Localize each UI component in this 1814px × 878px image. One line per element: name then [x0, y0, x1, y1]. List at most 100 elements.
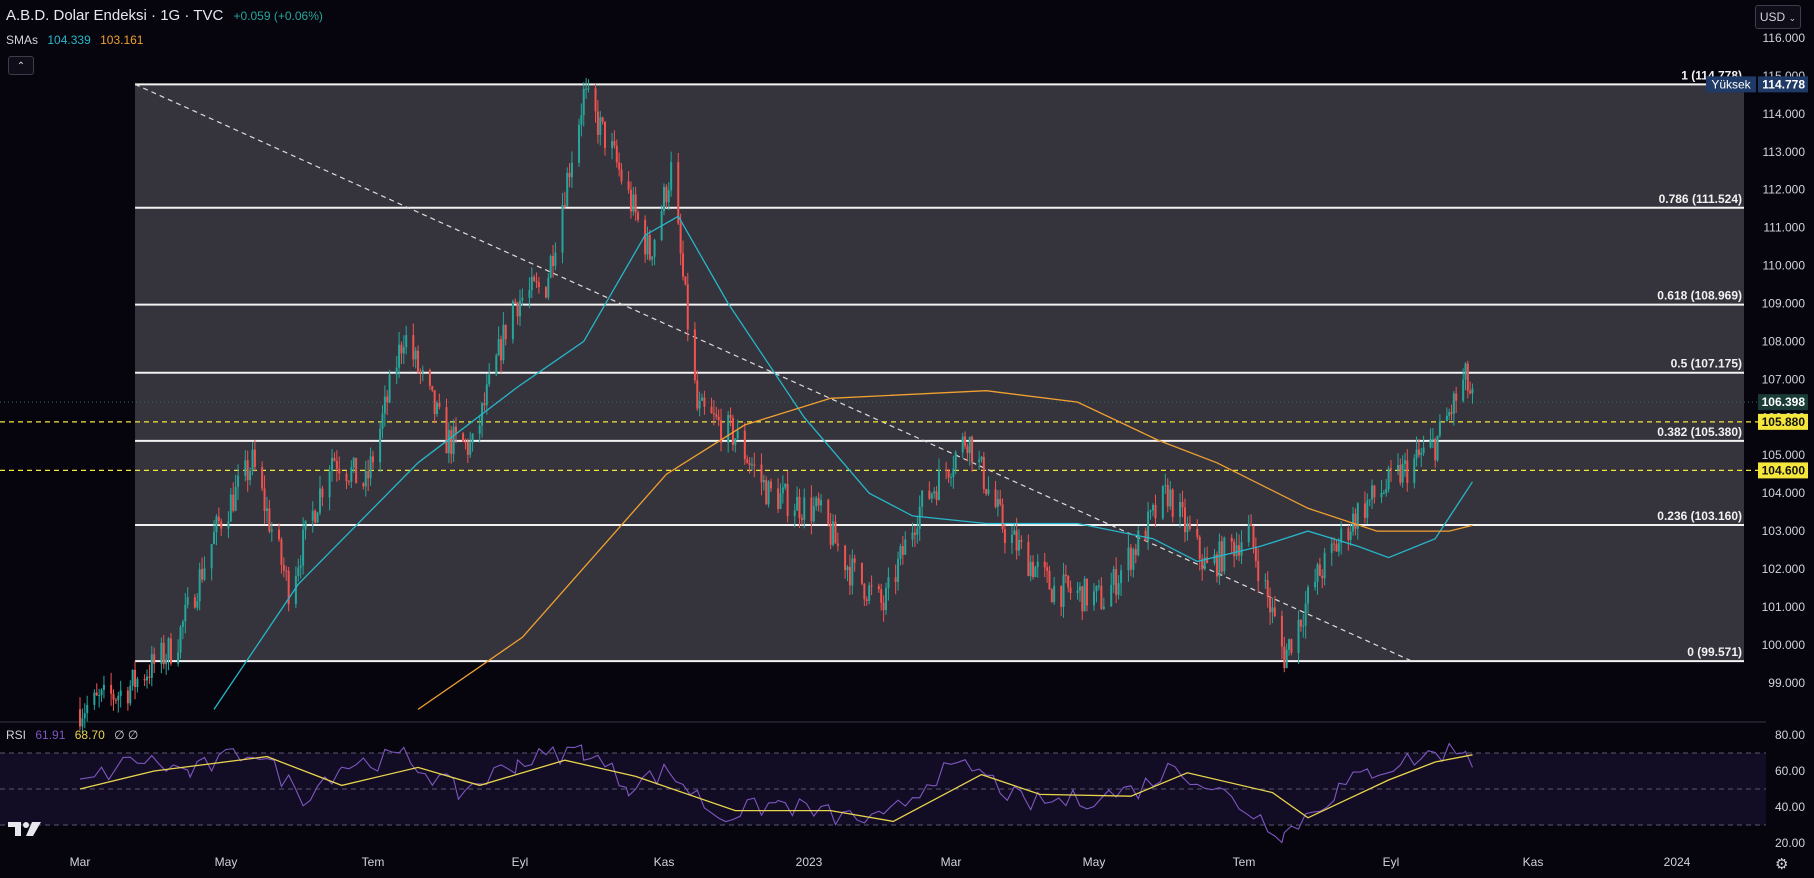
tradingview-logo[interactable] — [8, 820, 42, 836]
candle-body — [533, 276, 536, 281]
rsi-y-tick-label: 40.00 — [1775, 800, 1805, 814]
sma-label[interactable]: SMAs — [6, 33, 39, 47]
candle-body — [1161, 485, 1164, 519]
candle-body — [644, 219, 647, 255]
candle-body — [1422, 447, 1425, 454]
candle-body — [1285, 649, 1288, 668]
candle-body — [1382, 492, 1385, 494]
candle-body — [911, 532, 914, 540]
candle-body — [153, 654, 156, 664]
candle-body — [136, 679, 139, 688]
candle-body — [868, 585, 871, 601]
candle-body — [364, 471, 367, 487]
candle-body — [618, 162, 621, 170]
rsi-legend: RSI 61.91 68.70 ∅ ∅ — [6, 728, 144, 742]
candle-body — [615, 145, 618, 163]
candle-body — [1366, 500, 1369, 518]
currency-button[interactable]: USD ⌄ — [1755, 5, 1801, 29]
candle-body — [146, 676, 149, 681]
candle-body — [563, 204, 566, 207]
candle-body — [347, 481, 350, 483]
rsi-label[interactable]: RSI — [6, 728, 27, 742]
candle-body — [1120, 570, 1123, 584]
candle-body — [227, 521, 230, 529]
candle-body — [1354, 513, 1357, 529]
candle-body — [220, 521, 223, 529]
candle-body — [1280, 616, 1283, 647]
candle-body — [1179, 501, 1182, 517]
candle-body — [1254, 547, 1257, 562]
candle-body — [933, 491, 936, 494]
candle-body — [870, 585, 873, 587]
candle-body — [388, 374, 391, 403]
candle-body — [561, 204, 564, 253]
candle-body — [419, 371, 422, 373]
candle-body — [1015, 530, 1018, 551]
candle-body — [894, 577, 897, 583]
candle-body — [978, 459, 981, 463]
candle-body — [485, 384, 488, 406]
candle-body — [994, 489, 997, 507]
candle-body — [570, 162, 573, 178]
settings-icon[interactable]: ⚙ — [1775, 856, 1789, 873]
candle-body — [1438, 421, 1441, 436]
candle-body — [928, 490, 931, 499]
candle-body — [1413, 458, 1416, 483]
y-tick-label: 105.000 — [1762, 448, 1806, 462]
candle-body — [321, 488, 324, 498]
candle-body — [1333, 543, 1336, 545]
candle-body — [1115, 569, 1118, 595]
candle-body — [134, 669, 137, 688]
candle-body — [285, 570, 288, 572]
candle-body — [720, 420, 723, 443]
candle-body — [815, 497, 818, 507]
candle-body — [684, 276, 687, 285]
candle-body — [1085, 578, 1088, 606]
candle-body — [217, 516, 220, 522]
candle-body — [1434, 439, 1437, 461]
candle-body — [362, 483, 365, 487]
candle-body — [184, 604, 187, 622]
candle-body — [302, 529, 305, 566]
candle-body — [447, 430, 450, 454]
candle-body — [743, 430, 746, 460]
price-tag-label: 106.398 — [1762, 395, 1806, 409]
candle-body — [880, 589, 883, 603]
rsi-ma-line — [79, 754, 1473, 823]
candle-body — [1390, 468, 1392, 470]
candle-body — [646, 235, 649, 255]
chart-title[interactable]: A.B.D. Dolar Endeksi · 1G · TVC — [6, 7, 224, 24]
candle-body — [1196, 528, 1199, 538]
candle-body — [800, 518, 803, 520]
candle-body — [1464, 363, 1467, 380]
candle-body — [338, 468, 341, 474]
candle-body — [916, 528, 919, 535]
candle-body — [162, 642, 165, 665]
candle-body — [1401, 463, 1404, 483]
candle-body — [345, 473, 348, 482]
candle-body — [717, 416, 720, 421]
candle-body — [1455, 393, 1458, 401]
collapse-legend-button[interactable]: ⌃ — [8, 56, 34, 75]
candle-body — [1335, 544, 1338, 552]
candle-body — [454, 426, 457, 434]
candle-body — [433, 390, 436, 415]
candle-body — [452, 426, 455, 455]
candle-body — [677, 162, 680, 224]
candle-body — [177, 652, 180, 664]
candle-body — [1081, 586, 1084, 612]
candle-body — [1050, 589, 1053, 603]
candle-body — [1215, 554, 1218, 577]
candle-body — [996, 499, 999, 507]
candle-body — [333, 457, 336, 461]
candle-body — [1062, 574, 1065, 607]
candle-body — [1318, 564, 1321, 576]
rsi-ma-value: 68.70 — [74, 728, 105, 742]
candle-body — [1001, 504, 1004, 530]
candle-body — [1203, 557, 1206, 570]
candle-body — [829, 524, 832, 545]
candle-body — [784, 483, 787, 488]
candle-body — [1134, 549, 1137, 556]
fib-level-label: 0.5 (107.175) — [1671, 357, 1742, 371]
